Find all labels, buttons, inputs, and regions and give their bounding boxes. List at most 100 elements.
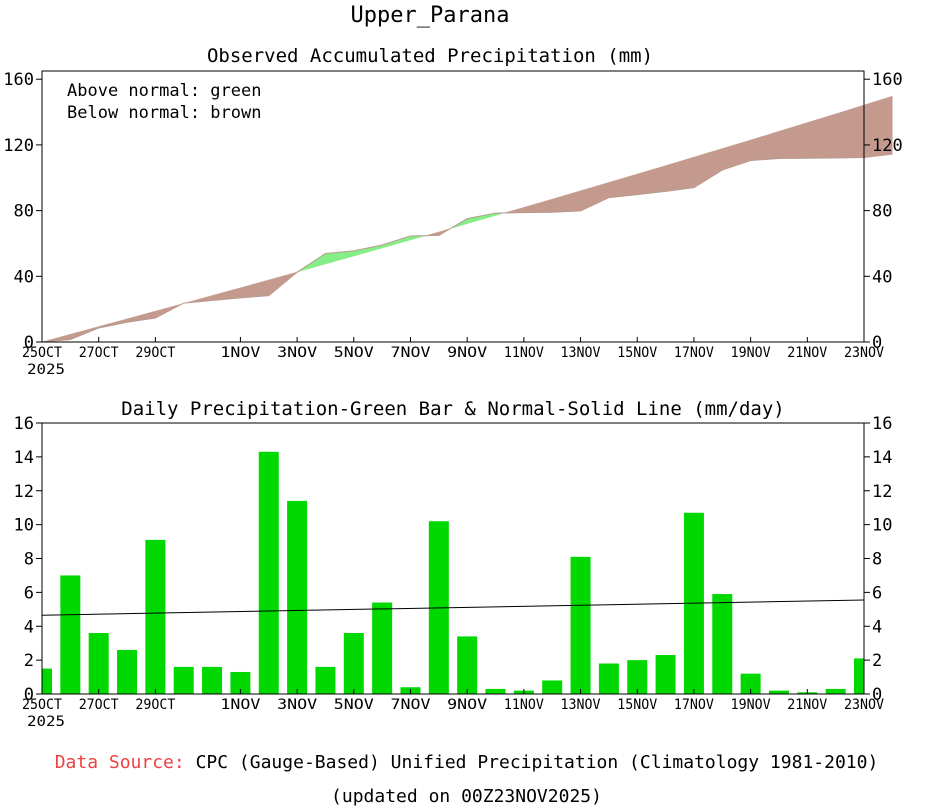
top-xtick-label: 29OCT (135, 345, 176, 361)
daily-precip-bar (825, 688, 846, 694)
daily-precip-bar (42, 668, 52, 694)
bottom-xtick-label: 17NOV (674, 697, 715, 713)
daily-precip-bar (60, 575, 81, 694)
accum-diff-segment (835, 104, 865, 159)
top-ytick-label-right: 120 (872, 136, 903, 156)
top-xtick-label: 27OCT (79, 345, 120, 361)
bottom-ytick-label-left: 0 (24, 685, 34, 705)
bottom-ytick-label-left: 4 (24, 617, 34, 637)
top-chart-frame (41, 70, 865, 343)
top-ytick-label-left: 40 (14, 267, 34, 287)
updated-line: (updated on 00Z23NOV2025) (331, 786, 602, 807)
bottom-ytick-label-right: 12 (872, 482, 892, 502)
top-ytick-label-left: 120 (3, 136, 34, 156)
daily-precip-bar (372, 602, 393, 694)
accum-diff-segment (580, 182, 610, 212)
bottom-ytick-label-left: 10 (14, 516, 34, 536)
bottom-xtick-label: 1NOV (220, 697, 261, 713)
data-source-label: Data Source: (54, 752, 185, 773)
daily-precip-bar (230, 671, 251, 694)
bottom-xtick-label: 19NOV (731, 697, 772, 713)
bottom-ytick-label-right: 8 (872, 550, 882, 570)
daily-precip-bar (315, 666, 336, 694)
bottom-xtick-label: 11NOV (504, 697, 545, 713)
accum-diff-segment (637, 165, 666, 195)
daily-precip-bar (145, 539, 166, 694)
daily-precip-bar (485, 688, 506, 694)
daily-precip-bar (258, 451, 279, 694)
top-xtick-label: 5NOV (334, 345, 375, 361)
accumulated-precip-chart: Observed Accumulated Precipitation (mm) … (3, 45, 902, 378)
accum-diff-segment (608, 173, 638, 198)
bottom-ytick-label-right: 4 (872, 617, 882, 637)
daily-precip-bar (343, 633, 364, 694)
top-xtick-label: 23NOV (844, 345, 885, 361)
bottom-ytick-label-right: 16 (872, 414, 892, 434)
daily-precip-bar (173, 666, 194, 694)
daily-precip-bar (768, 690, 789, 694)
daily-precip-bar (542, 680, 563, 694)
bottom-ytick-label-right: 6 (872, 583, 882, 603)
bottom-ytick-label-left: 12 (14, 482, 34, 502)
normal-daily-line (41, 599, 865, 616)
top-xtick-label: 15NOV (617, 345, 658, 361)
daily-precip-bar (88, 633, 109, 694)
top-ytick-label-right: 80 (872, 202, 892, 222)
accum-diff-segment (523, 198, 553, 213)
top-xtick-label: 9NOV (447, 345, 488, 361)
top-xtick-label: 17NOV (674, 345, 715, 361)
bottom-xtick-label: 25OCT (22, 697, 63, 713)
top-ytick-label-left: 80 (14, 202, 34, 222)
bottom-xtick-label: 29OCT (135, 697, 176, 713)
bottom-ytick-label-left: 14 (14, 448, 34, 468)
daily-precip-bar (117, 649, 138, 694)
bottom-xtick-label: 23NOV (844, 697, 885, 713)
daily-precip-bar (712, 594, 733, 694)
bottom-ytick-label-left: 6 (24, 583, 34, 603)
observed-accumulated-line (41, 153, 893, 343)
top-chart-title: Observed Accumulated Precipitation (mm) (207, 45, 653, 67)
data-source-line: Data Source: CPC (Gauge-Based) Unified P… (0, 752, 933, 773)
legend-above: Above normal: green (67, 81, 261, 101)
bottom-ytick-label-left: 8 (24, 550, 34, 570)
top-xtick-label: 25OCT (22, 345, 63, 361)
bottom-xtick-label: 5NOV (334, 697, 375, 713)
bottom-xtick-label: 13NOV (561, 697, 602, 713)
daily-precip-bar (570, 556, 591, 694)
top-xtick-label: 3NOV (277, 345, 318, 361)
top-xtick-label: 1NOV (220, 345, 261, 361)
bottom-ytick-label-right: 0 (872, 685, 882, 705)
top-xtick-label: 7NOV (390, 345, 431, 361)
daily-precip-bar (627, 660, 648, 694)
accum-diff-segment (665, 156, 695, 192)
top-ytick-label-right: 40 (872, 267, 892, 287)
bottom-ytick-label-right: 2 (872, 651, 882, 671)
top-ytick-label-left: 160 (3, 70, 34, 90)
bottom-ytick-label-left: 2 (24, 651, 34, 671)
bottom-xtick-label: 27OCT (79, 697, 120, 713)
daily-precip-bar (740, 673, 761, 694)
legend-below: Below normal: brown (67, 103, 261, 123)
accum-diff-segment (240, 279, 269, 299)
bottom-xtick-label: 7NOV (390, 697, 431, 713)
daily-precip-bar (202, 666, 223, 694)
daily-precip-bar (457, 636, 478, 694)
top-xtick-label: 19NOV (731, 345, 772, 361)
bottom-xtick-sublabel: 2025 (27, 714, 65, 730)
data-source-text: CPC (Gauge-Based) Unified Precipitation … (195, 752, 879, 773)
bottom-xtick-label: 9NOV (447, 697, 488, 713)
top-ytick-label-right: 0 (872, 333, 882, 353)
top-xtick-label: 13NOV (561, 345, 602, 361)
bottom-ytick-label-right: 10 (872, 516, 892, 536)
accum-diff-segment (353, 244, 383, 257)
top-xtick-sublabel: 2025 (27, 362, 65, 378)
daily-precip-bar (598, 663, 619, 694)
daily-precip-bar (287, 500, 308, 694)
accum-diff-segment (466, 212, 496, 225)
top-xtick-label: 21NOV (787, 345, 828, 361)
bottom-chart-title: Daily Precipitation-Green Bar & Normal-S… (121, 398, 784, 420)
accum-diff-segment (778, 122, 808, 159)
bottom-ytick-label-left: 16 (14, 414, 34, 434)
top-xtick-label: 11NOV (504, 345, 545, 361)
